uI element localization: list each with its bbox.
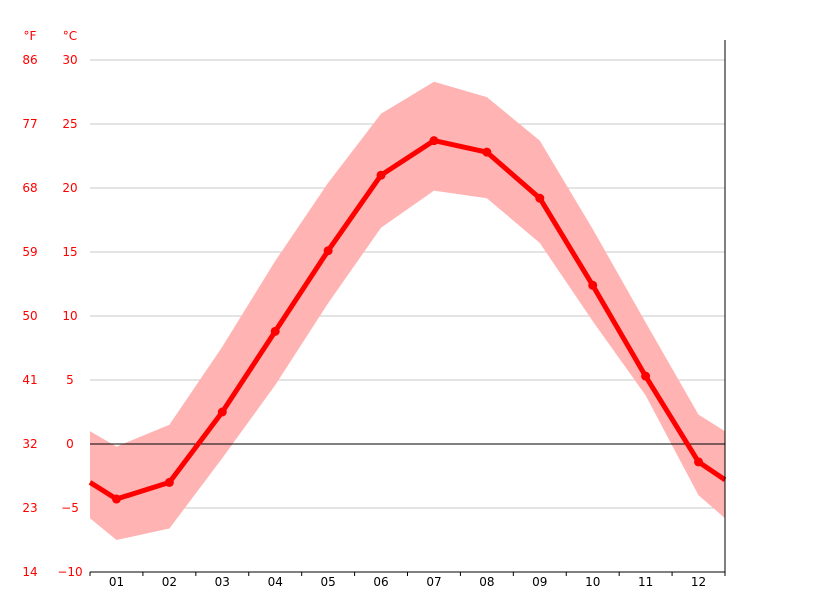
data-point-11: [641, 371, 651, 381]
y-tick-label-fahrenheit: 32: [22, 437, 37, 451]
y-tick-label-fahrenheit: 14: [22, 565, 37, 579]
data-point-03: [217, 407, 227, 417]
y-tick-label-fahrenheit: 86: [22, 53, 37, 67]
data-point-12: [694, 457, 704, 467]
data-point-06: [376, 170, 386, 180]
y-tick-label-celsius: 0: [66, 437, 74, 451]
y-axis-labels: 86 30 77 25 68 20 59 15 50 10 41 5 32 0 23 −5 14 −10: [22, 53, 82, 579]
y-tick-label-fahrenheit: 77: [22, 117, 37, 131]
x-tick-label-04: 04: [268, 575, 283, 589]
x-axis-labels: 01 02 03 04 05 06 07 08 09 10 11 12: [109, 575, 706, 589]
y-tick-label-celsius: 5: [66, 373, 74, 387]
x-tick-label-02: 02: [162, 575, 177, 589]
x-tick-label-12: 12: [691, 575, 706, 589]
data-point-09: [535, 193, 545, 203]
y-tick-label-fahrenheit: 23: [22, 501, 37, 515]
data-point-04: [270, 326, 280, 336]
y-tick-label-fahrenheit: 68: [22, 181, 37, 195]
y-tick-label-celsius: −10: [57, 565, 82, 579]
y-tick-label-fahrenheit: 50: [22, 309, 37, 323]
celsius-unit-label: °C: [63, 29, 77, 43]
data-point-10: [588, 280, 598, 290]
temperature-range-band: [90, 81, 725, 541]
y-tick-label-celsius: 15: [62, 245, 77, 259]
y-tick-label-fahrenheit: 41: [22, 373, 37, 387]
data-point-07: [429, 136, 439, 146]
x-tick-label-09: 09: [532, 575, 547, 589]
y-tick-label-celsius: 25: [62, 117, 77, 131]
x-tick-label-11: 11: [638, 575, 653, 589]
x-tick-label-10: 10: [585, 575, 600, 589]
y-tick-label-fahrenheit: 59: [22, 245, 37, 259]
x-tick-label-08: 08: [479, 575, 494, 589]
data-point-02: [164, 477, 174, 487]
x-tick-label-05: 05: [320, 575, 335, 589]
mean-temperature-points: [111, 136, 704, 504]
y-tick-label-celsius: −5: [61, 501, 79, 515]
x-tick-label-07: 07: [426, 575, 441, 589]
x-tick-label-03: 03: [215, 575, 230, 589]
data-point-05: [323, 246, 333, 256]
y-tick-label-celsius: 10: [62, 309, 77, 323]
x-tick-label-06: 06: [373, 575, 388, 589]
x-axis-ticks: [89, 572, 726, 576]
data-point-08: [482, 147, 492, 157]
y-tick-label-celsius: 20: [62, 181, 77, 195]
x-tick-label-01: 01: [109, 575, 124, 589]
mean-temperature-line: [88, 138, 727, 502]
fahrenheit-unit-label: °F: [24, 29, 37, 43]
y-tick-label-celsius: 30: [62, 53, 77, 67]
data-point-01: [111, 494, 121, 504]
